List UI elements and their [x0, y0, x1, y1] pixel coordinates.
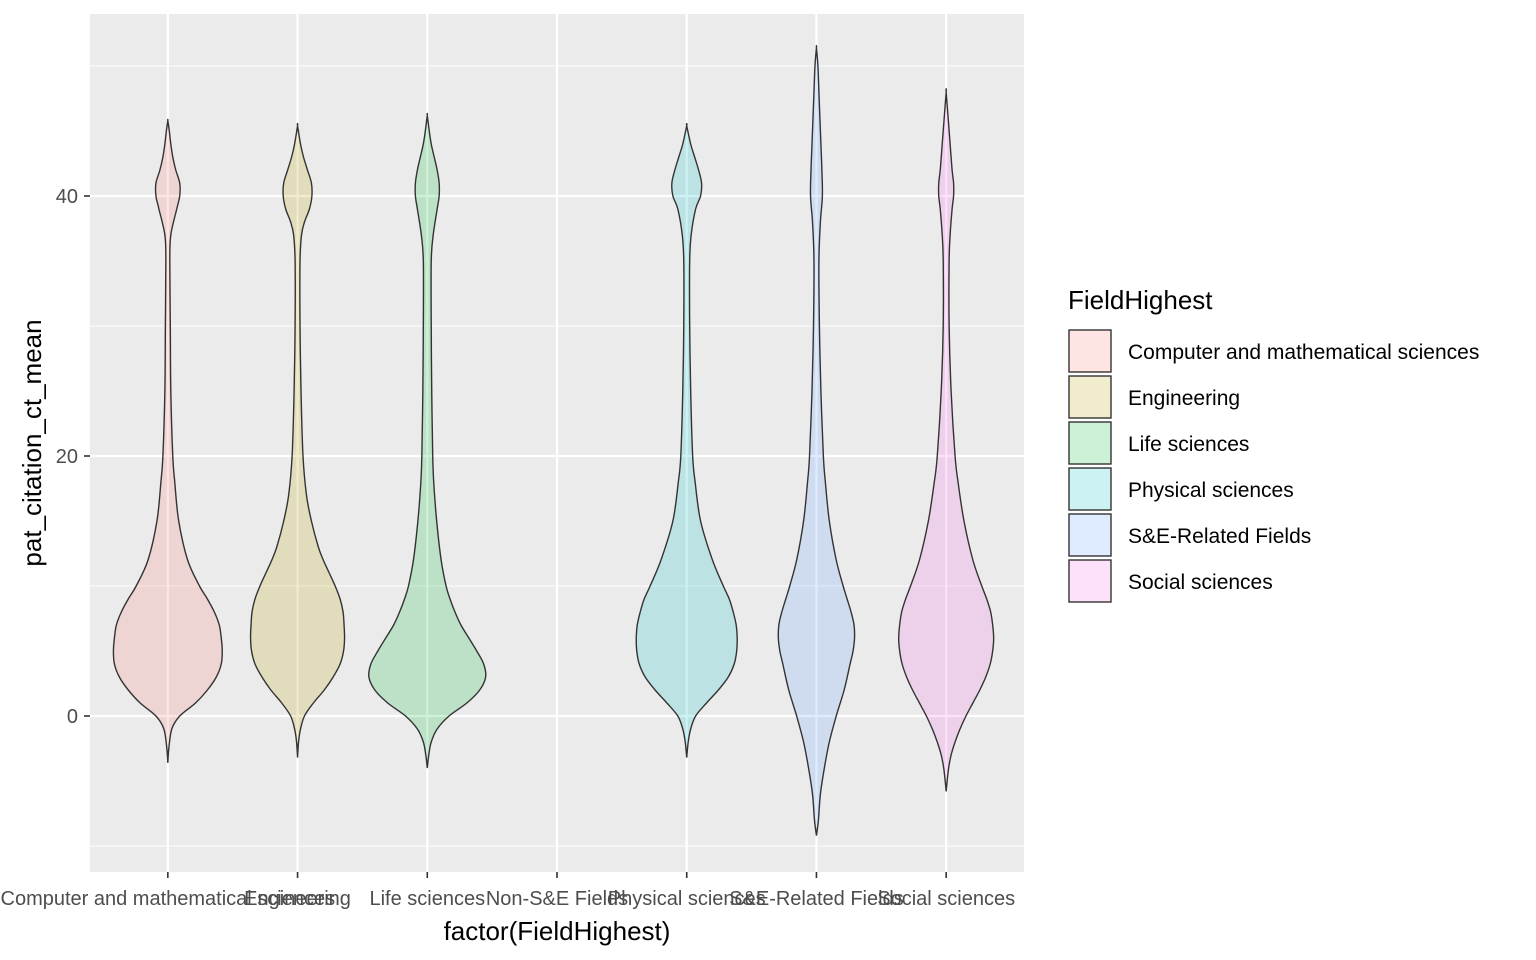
- x-axis-title: factor(FieldHighest): [444, 916, 671, 946]
- y-tick-label: 40: [56, 186, 78, 208]
- legend-key-swatch: [1069, 514, 1111, 556]
- legend-label: S&E-Related Fields: [1128, 525, 1311, 548]
- y-tick-label: 20: [56, 446, 78, 468]
- legend-label: Social sciences: [1128, 571, 1273, 594]
- legend-label: Life sciences: [1128, 433, 1249, 456]
- x-tick-label: Non-S&E Fields: [486, 888, 628, 910]
- legend-key-swatch: [1069, 376, 1111, 418]
- legend-label: Physical sciences: [1128, 479, 1294, 502]
- legend: FieldHighest Computer and mathematical s…: [1068, 285, 1479, 602]
- y-axis: 0 20 40: [56, 186, 90, 728]
- legend-label: Engineering: [1128, 387, 1240, 410]
- x-axis: Computer and mathematical sciencesEngine…: [1, 872, 1016, 910]
- legend-key-swatch: [1069, 330, 1111, 372]
- legend-title: FieldHighest: [1068, 285, 1213, 315]
- legend-key-swatch: [1069, 560, 1111, 602]
- legend-key-swatch: [1069, 468, 1111, 510]
- y-tick-label: 0: [67, 706, 78, 728]
- y-axis-title: pat_citation_ct_mean: [17, 319, 47, 566]
- legend-label: Computer and mathematical sciences: [1128, 341, 1479, 364]
- x-tick-label: Engineering: [244, 888, 351, 910]
- x-tick-label: Life sciences: [369, 888, 485, 910]
- x-tick-label: Social sciences: [877, 888, 1015, 910]
- legend-key-swatch: [1069, 422, 1111, 464]
- legend-entries: Computer and mathematical sciences Engine…: [1069, 330, 1479, 602]
